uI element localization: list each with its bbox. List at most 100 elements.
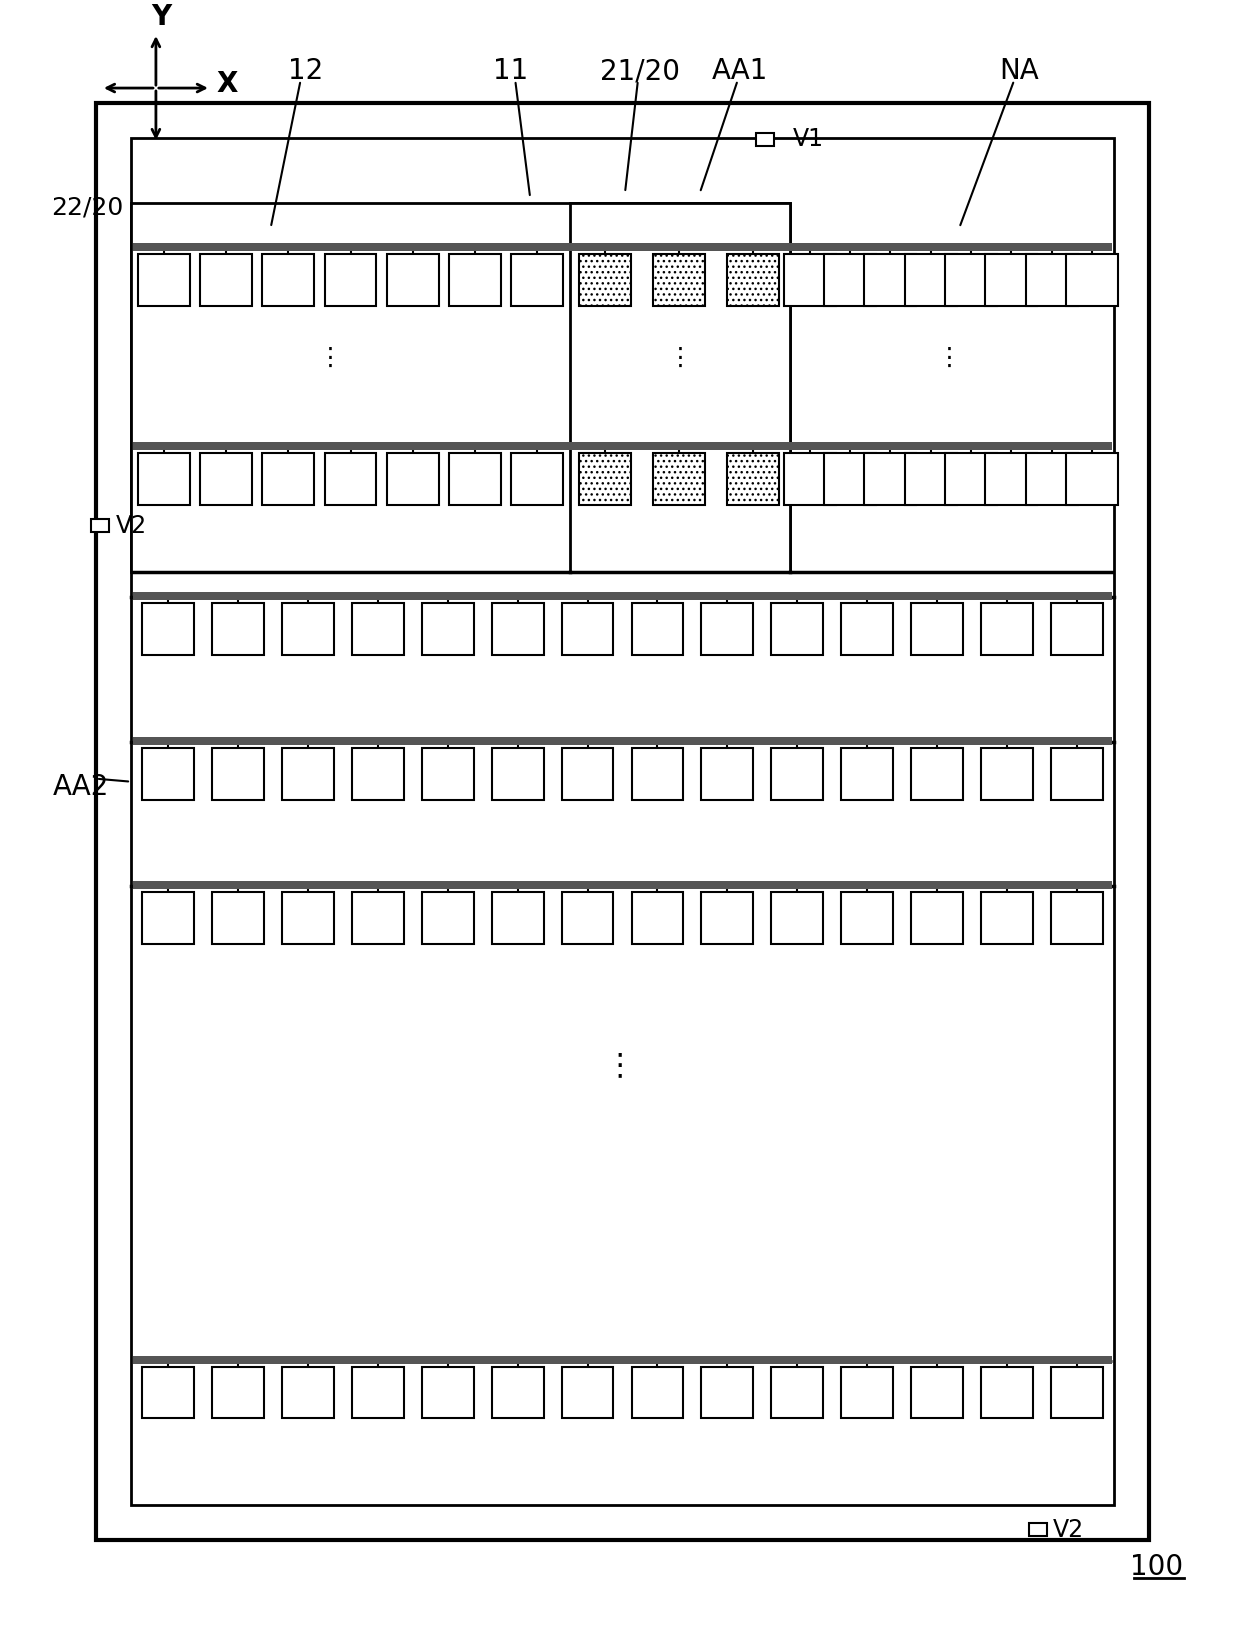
Text: 12: 12 bbox=[288, 57, 324, 85]
Bar bbox=[631, 893, 683, 945]
Bar bbox=[631, 603, 683, 656]
Bar bbox=[1066, 453, 1117, 505]
Bar bbox=[212, 603, 264, 656]
Bar bbox=[325, 453, 377, 505]
Bar bbox=[562, 1367, 614, 1419]
Bar bbox=[422, 893, 474, 945]
Bar bbox=[702, 603, 754, 656]
Bar bbox=[702, 893, 754, 945]
Bar bbox=[387, 253, 439, 306]
Bar bbox=[771, 747, 823, 800]
Bar bbox=[491, 747, 543, 800]
Bar bbox=[131, 137, 1114, 1506]
Bar bbox=[790, 242, 1112, 250]
Text: ⋮: ⋮ bbox=[667, 345, 692, 370]
Bar bbox=[141, 747, 193, 800]
Bar bbox=[325, 253, 377, 306]
Bar bbox=[212, 747, 264, 800]
Bar bbox=[1052, 603, 1104, 656]
Text: 22/20: 22/20 bbox=[51, 196, 123, 219]
Bar bbox=[945, 453, 997, 505]
Bar bbox=[422, 1367, 474, 1419]
Bar bbox=[200, 253, 252, 306]
Bar bbox=[841, 1367, 893, 1419]
Bar bbox=[570, 203, 790, 572]
Bar bbox=[133, 1355, 1112, 1364]
Bar bbox=[281, 747, 334, 800]
Bar bbox=[491, 893, 543, 945]
Text: 11: 11 bbox=[492, 57, 528, 85]
Bar bbox=[562, 603, 614, 656]
Bar bbox=[755, 132, 774, 146]
Bar bbox=[352, 1367, 404, 1419]
Bar bbox=[133, 242, 790, 250]
Text: 100: 100 bbox=[1131, 1553, 1183, 1581]
Bar bbox=[138, 253, 190, 306]
Text: X: X bbox=[216, 70, 238, 98]
Bar bbox=[449, 253, 501, 306]
Bar bbox=[981, 603, 1033, 656]
Bar bbox=[911, 893, 963, 945]
Bar bbox=[631, 747, 683, 800]
Bar bbox=[945, 253, 997, 306]
Bar bbox=[1025, 453, 1078, 505]
Bar bbox=[986, 253, 1037, 306]
Bar bbox=[133, 737, 1112, 746]
Bar bbox=[784, 453, 836, 505]
Bar bbox=[653, 253, 704, 306]
Bar bbox=[579, 453, 631, 505]
Bar bbox=[141, 893, 193, 945]
Bar bbox=[133, 592, 1112, 600]
Bar bbox=[702, 1367, 754, 1419]
Bar bbox=[825, 253, 875, 306]
Bar bbox=[1052, 747, 1104, 800]
Text: ⋮: ⋮ bbox=[937, 345, 962, 370]
Bar bbox=[449, 453, 501, 505]
Bar bbox=[562, 893, 614, 945]
Text: ⋮: ⋮ bbox=[605, 1051, 635, 1081]
Bar bbox=[771, 1367, 823, 1419]
Text: V1: V1 bbox=[792, 128, 823, 150]
Text: 21/20: 21/20 bbox=[600, 57, 680, 85]
Bar bbox=[352, 603, 404, 656]
Bar bbox=[95, 103, 1149, 1540]
Bar bbox=[562, 747, 614, 800]
Bar bbox=[905, 253, 956, 306]
Bar bbox=[200, 453, 252, 505]
Bar bbox=[352, 893, 404, 945]
Bar bbox=[911, 603, 963, 656]
Bar bbox=[212, 1367, 264, 1419]
Bar bbox=[981, 747, 1033, 800]
Bar bbox=[825, 453, 875, 505]
Bar bbox=[263, 453, 314, 505]
Bar bbox=[212, 893, 264, 945]
Bar bbox=[702, 747, 754, 800]
Bar bbox=[133, 881, 1112, 889]
Bar bbox=[491, 603, 543, 656]
Bar bbox=[653, 453, 704, 505]
Bar bbox=[727, 453, 779, 505]
Bar bbox=[1066, 253, 1117, 306]
Bar bbox=[864, 253, 916, 306]
Bar bbox=[422, 747, 474, 800]
Bar bbox=[1052, 1367, 1104, 1419]
Bar bbox=[141, 603, 193, 656]
Bar bbox=[841, 747, 893, 800]
Text: V2: V2 bbox=[117, 513, 148, 538]
Bar bbox=[281, 1367, 334, 1419]
FancyArrowPatch shape bbox=[109, 209, 130, 235]
Text: NA: NA bbox=[999, 57, 1039, 85]
Bar bbox=[771, 603, 823, 656]
Bar bbox=[727, 253, 779, 306]
Bar bbox=[422, 603, 474, 656]
Bar bbox=[911, 1367, 963, 1419]
Bar bbox=[911, 747, 963, 800]
Bar bbox=[1029, 1524, 1047, 1537]
Text: ⋮: ⋮ bbox=[319, 345, 343, 370]
Bar bbox=[981, 1367, 1033, 1419]
Bar bbox=[864, 453, 916, 505]
Bar bbox=[281, 603, 334, 656]
Bar bbox=[986, 453, 1037, 505]
Bar bbox=[263, 253, 314, 306]
Bar bbox=[1025, 253, 1078, 306]
